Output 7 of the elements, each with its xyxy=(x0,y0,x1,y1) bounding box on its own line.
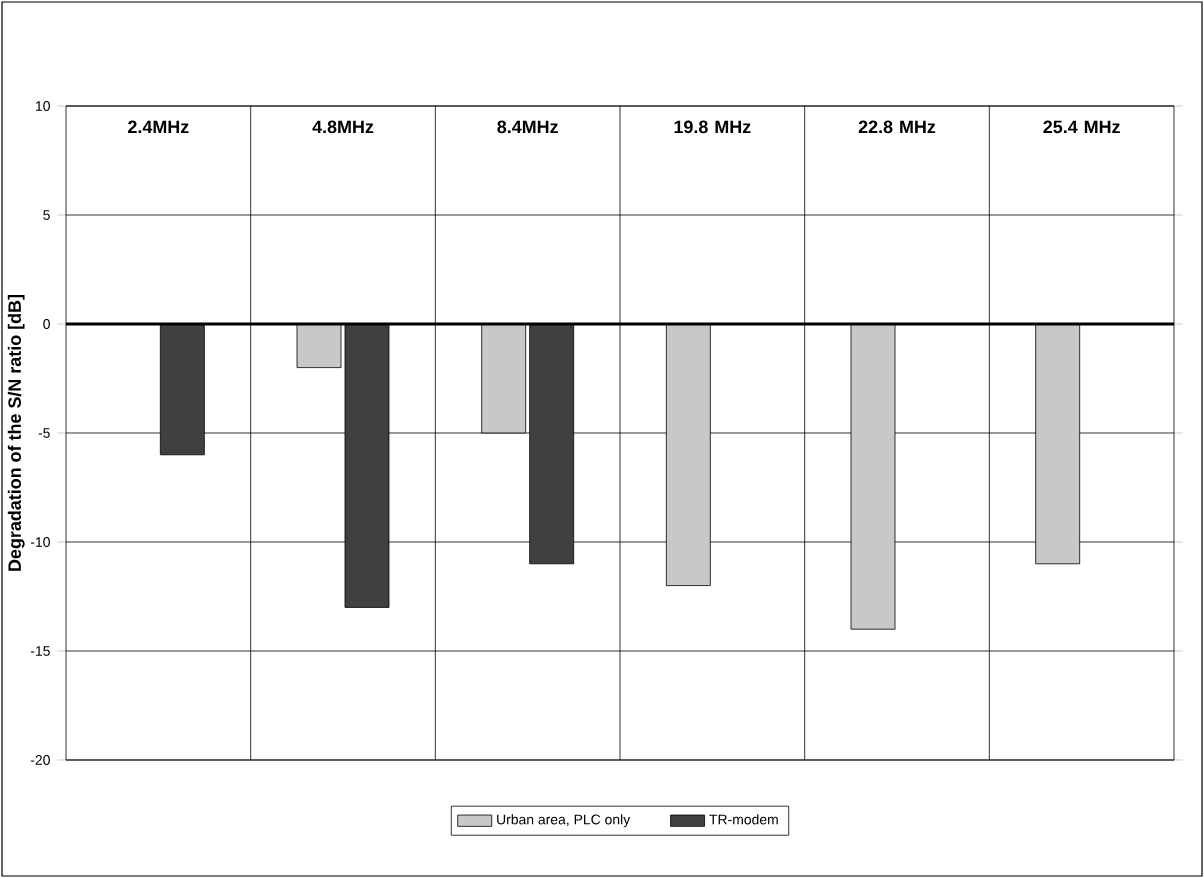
y-axis-title: Degradation of the S/N ratio [dB] xyxy=(7,295,25,571)
x-tick-label: 8.4MHz xyxy=(497,120,558,134)
x-tick-label: 4.8MHz xyxy=(312,120,374,134)
x-tick-label: 25.4 MHz xyxy=(1043,120,1120,134)
x-tick-label: 22.8 MHz xyxy=(858,120,936,134)
x-tick-label: 2.4MHz xyxy=(128,120,189,134)
x-tick-label: 19.8 MHz xyxy=(674,120,751,134)
